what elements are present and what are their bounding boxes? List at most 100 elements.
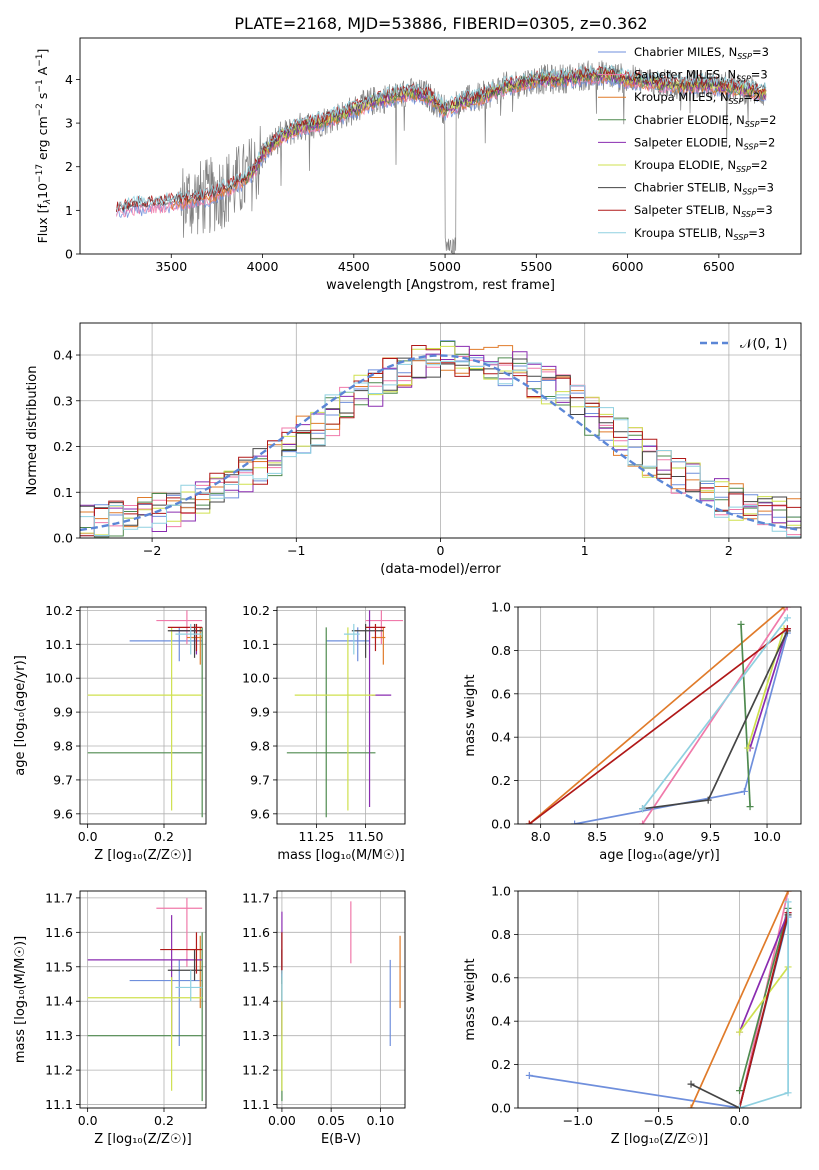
legend-label-kroupa-miles: Kroupa MILES, NSSP=2 bbox=[634, 90, 760, 106]
cumulative-marker-kroupa-stelib bbox=[783, 614, 791, 622]
y-tick-label: 11.3 bbox=[45, 1028, 73, 1043]
y-tick-label: 11.7 bbox=[45, 890, 73, 905]
x-tick-label: 5500 bbox=[520, 259, 552, 274]
legend-label-kroupa-stelib: Kroupa STELIB, NSSP=3 bbox=[634, 226, 765, 242]
y-tick-label: 11.5 bbox=[45, 959, 73, 974]
model-line-salpeter-stelib bbox=[116, 65, 767, 212]
y-tick-label: 9.9 bbox=[53, 705, 73, 720]
cumulative-marker-kroupa-stelib bbox=[784, 898, 792, 906]
cumulative-marker-kroupa-elodie bbox=[744, 744, 752, 752]
y-tick-label: 11.1 bbox=[242, 1097, 270, 1112]
y-tick-label: 2 bbox=[65, 159, 73, 174]
x-tick-label: 8.0 bbox=[531, 829, 551, 844]
y-tick-label: 0.3 bbox=[53, 393, 73, 408]
axes-frame bbox=[517, 606, 802, 825]
x-tick-label: 0.0 bbox=[78, 829, 98, 844]
y-tick-label: 10.0 bbox=[45, 671, 73, 686]
model-line-kroupa-elodie bbox=[243, 67, 766, 180]
panel-mass-vs-extinction: 0.00 0.05 0.10 11.1 11.2 11.3 11.4 11.5 11.6 11.7… bbox=[242, 890, 406, 1147]
legend: 𝒩(0, 1) bbox=[700, 337, 787, 352]
y-tick-label: 11.2 bbox=[45, 1063, 73, 1078]
cumulative-marker-kroupa-stelib bbox=[736, 1104, 744, 1108]
gaussian-curve bbox=[80, 354, 801, 532]
y-axis-label: Normed distribution bbox=[25, 366, 40, 496]
histogram-salpeter-stelib bbox=[80, 345, 801, 537]
panel-residual-histogram: −2 −1 0 1 2 0.0 0.1 0.2 0.3 0.4 (data-model)/error… bbox=[25, 322, 802, 577]
y-tick-label: 11.1 bbox=[45, 1097, 73, 1112]
cumulative-marker-chabrier-stelib bbox=[704, 796, 712, 804]
x-axis-label: Z [log₁₀(Z/Z☉)] bbox=[94, 848, 191, 863]
plot-area bbox=[80, 340, 801, 538]
y-tick-label: 9.9 bbox=[250, 705, 270, 720]
plot-area bbox=[525, 607, 791, 824]
y-tick-label: 1.0 bbox=[491, 884, 511, 899]
histogram-chabrier-stelib bbox=[80, 357, 801, 529]
y-tick-label: 11.6 bbox=[45, 925, 73, 940]
legend-label-kroupa-elodie: Kroupa ELODIE, NSSP=2 bbox=[634, 158, 768, 174]
plot-area bbox=[286, 610, 404, 818]
x-tick-label: 1 bbox=[581, 543, 589, 558]
plot-area bbox=[116, 60, 767, 254]
x-tick-label: 8.5 bbox=[587, 829, 607, 844]
axes-frame bbox=[79, 890, 207, 1109]
panel-age-vs-mass: 11.25 11.50 9.6 9.7 9.8 9.9 10.0 10.1 10.2 mass [… bbox=[242, 603, 406, 863]
legend-label-salpeter-elodie: Salpeter ELODIE, NSSP=2 bbox=[634, 135, 775, 151]
legend-label-salpeter-miles: Salpeter MILES, NSSP=3 bbox=[634, 68, 768, 84]
y-tick-label: 0.2 bbox=[491, 773, 511, 788]
cumulative-line-salpeter-stelib bbox=[738, 912, 789, 1108]
x-axis-label: Z [log₁₀(Z/Z☉)] bbox=[611, 1132, 708, 1147]
cumulative-line-kroupa-elodie bbox=[746, 628, 785, 749]
y-tick-label: 11.2 bbox=[242, 1063, 270, 1078]
cumulative-marker-kroupa-miles bbox=[784, 891, 792, 895]
y-tick-label: 9.8 bbox=[250, 739, 270, 754]
figure-title: PLATE=2168, MJD=53886, FIBERID=0305, z=0… bbox=[234, 14, 647, 33]
x-tick-label: 9.5 bbox=[700, 829, 720, 844]
y-tick-label: 11.4 bbox=[45, 994, 73, 1009]
y-tick-label: 9.6 bbox=[250, 806, 270, 821]
x-tick-label: 0.2 bbox=[154, 829, 174, 844]
x-tick-label: 0.05 bbox=[317, 1113, 345, 1128]
y-tick-label: 9.7 bbox=[250, 772, 270, 787]
cumulative-marker-kroupa-stelib bbox=[784, 1089, 792, 1097]
cumulative-marker-salpeter-miles bbox=[783, 607, 791, 611]
plot-area bbox=[281, 901, 401, 1102]
y-tick-label: 9.8 bbox=[53, 739, 73, 754]
model-line-kroupa-stelib bbox=[116, 64, 767, 211]
legend-label-chabrier-miles: Chabrier MILES, NSSP=3 bbox=[634, 45, 769, 61]
y-tick-label: 0.6 bbox=[491, 686, 511, 701]
y-axis-label: age [log₁₀(age/yr)] bbox=[13, 655, 28, 776]
x-tick-label: 6000 bbox=[612, 259, 644, 274]
x-axis-label: Z [log₁₀(Z/Z☉)] bbox=[94, 1132, 191, 1147]
y-tick-label: 1 bbox=[65, 203, 73, 218]
cumulative-marker-kroupa-miles bbox=[687, 1104, 695, 1108]
panel-mass-vs-metallicity: 0.0 0.2 11.1 11.2 11.3 11.4 11.5 11.6 11.7 Z [log… bbox=[13, 890, 207, 1147]
panel-spectrum: 3500 4000 4500 5000 5500 6000 6500 0 1 2 3 4 wavelen… bbox=[35, 37, 802, 293]
cumulative-line-kroupa-stelib bbox=[641, 617, 789, 810]
x-tick-label: −2 bbox=[143, 543, 161, 558]
panel-age-vs-metallicity: 0.0 0.2 9.6 9.7 9.8 9.9 10.0 10.1 10.2 Z [log₁₀(Z… bbox=[13, 603, 207, 863]
cumulative-marker-chabrier-miles bbox=[525, 1071, 533, 1079]
x-tick-label: 0.0 bbox=[78, 1113, 98, 1128]
legend-label-chabrier-stelib: Chabrier STELIB, NSSP=3 bbox=[634, 181, 774, 197]
panel-cumulative-mass-vs-age: 8.0 8.5 9.0 9.5 10.0 0.0 0.2 0.4 0.6 0.8 1.0 age [l… bbox=[463, 600, 802, 863]
y-tick-label: 0 bbox=[65, 247, 73, 262]
y-tick-label: 0.8 bbox=[491, 643, 511, 658]
x-tick-label: −1 bbox=[287, 543, 305, 558]
x-tick-label: 0.2 bbox=[154, 1113, 174, 1128]
cumulative-line-salpeter-elodie bbox=[738, 912, 789, 1033]
y-tick-label: 1.0 bbox=[491, 600, 511, 615]
y-tick-label: 3 bbox=[65, 116, 73, 131]
x-axis-label: mass [log₁₀(M/M☉)] bbox=[277, 848, 404, 863]
legend-label-gaussian: 𝒩(0, 1) bbox=[740, 337, 787, 352]
y-axis-label: mass weight bbox=[463, 958, 478, 1040]
x-tick-label: 4000 bbox=[247, 259, 279, 274]
axes-frame bbox=[276, 606, 406, 825]
x-tick-label: 11.50 bbox=[348, 829, 384, 844]
cumulative-line-kroupa-elodie bbox=[738, 966, 789, 1033]
cumulative-marker-chabrier-stelib bbox=[687, 1080, 695, 1088]
axes-frame bbox=[79, 606, 207, 825]
x-tick-label: 2 bbox=[725, 543, 733, 558]
legend: Chabrier MILES, NSSP=3 Salpeter MILES, NS… bbox=[598, 45, 776, 242]
y-tick-label: 10.2 bbox=[242, 603, 270, 618]
y-tick-label: 9.6 bbox=[53, 806, 73, 821]
